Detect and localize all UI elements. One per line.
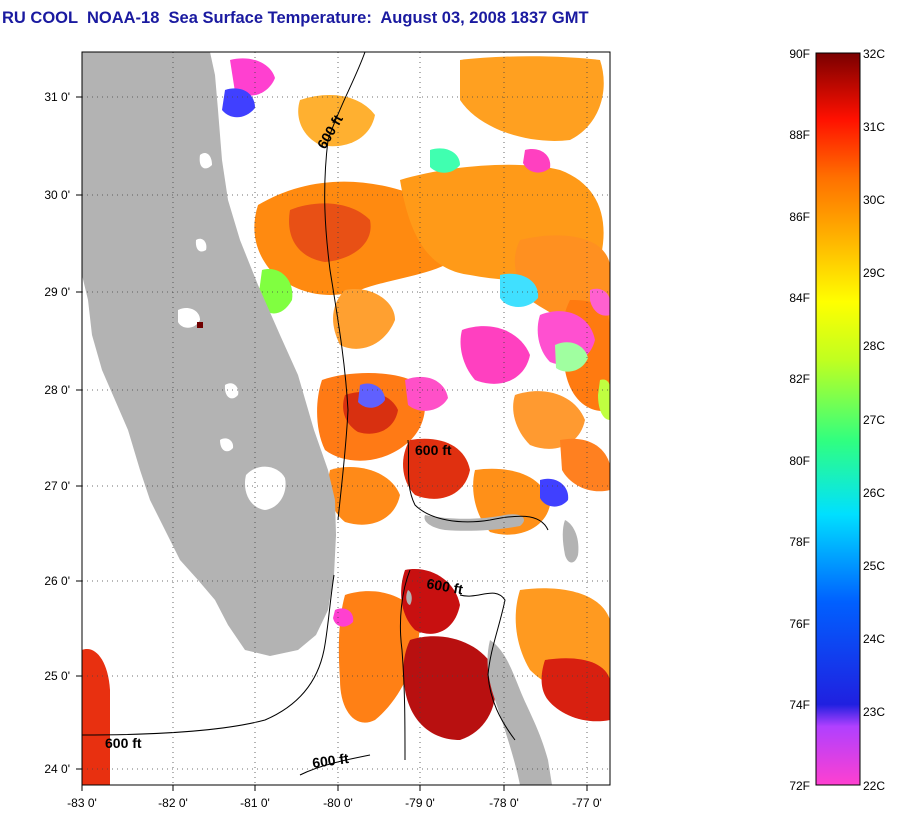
sst-patch — [523, 149, 551, 173]
lat-tick-label: 30 0' — [44, 188, 70, 202]
contour-label: 600 ft — [311, 750, 350, 771]
map-frame — [81, 51, 611, 786]
sst-patch — [338, 591, 420, 723]
contour-label: 600 ft — [415, 442, 452, 458]
lake — [195, 238, 207, 252]
colorbar-c-label: 31C — [863, 120, 885, 134]
colorbar-f-labels: 90F 88F 86F 84F 82F 80F 78F 76F 74F 72F — [789, 47, 810, 793]
lat-tick-label: 29 0' — [44, 285, 70, 299]
sst-patch — [401, 569, 460, 634]
sst-patch — [560, 438, 610, 492]
lat-tick-label: 26 0' — [44, 574, 70, 588]
sst-patch — [500, 273, 539, 307]
lon-tick-label: -79 0' — [405, 796, 435, 810]
sst-patch — [555, 342, 588, 372]
lon-tick-label: -82 0' — [158, 796, 188, 810]
andros-island — [487, 640, 552, 785]
lake — [220, 438, 234, 452]
sst-patch — [430, 148, 460, 173]
sst-patch — [230, 58, 275, 96]
colorbar-c-label: 25C — [863, 559, 885, 573]
sst-patch — [403, 438, 470, 499]
sst-patch — [343, 391, 398, 434]
sst-patch — [289, 203, 371, 262]
sst-patch — [222, 88, 255, 118]
colorbar-c-label: 23C — [863, 705, 885, 719]
sst-patch — [460, 326, 530, 384]
lake — [224, 383, 239, 399]
lat-tick-label: 31 0' — [44, 90, 70, 104]
colorbar-c-label: 27C — [863, 413, 885, 427]
sst-patch — [328, 467, 400, 525]
lake — [199, 153, 212, 169]
colorbar-f-label: 84F — [789, 291, 810, 305]
contour-line — [82, 574, 335, 736]
lat-tick-label: 24 0' — [44, 762, 70, 776]
contour-line — [399, 569, 411, 761]
sst-patch — [298, 95, 375, 147]
colorbar-f-label: 90F — [789, 47, 810, 61]
colorbar-c-label: 24C — [863, 632, 885, 646]
colorbar-f-label: 76F — [789, 617, 810, 631]
sst-patch — [258, 269, 293, 314]
colorbar-c-labels: 32C 31C 30C 29C 28C 27C 26C 25C 24C 23C … — [863, 47, 885, 793]
colorbar-f-label: 80F — [789, 454, 810, 468]
colorbar-f-label: 72F — [789, 779, 810, 793]
lat-tick-label: 25 0' — [44, 669, 70, 683]
colorbar-f-label: 78F — [789, 535, 810, 549]
tick-marks — [76, 96, 588, 791]
abaco-island — [562, 520, 579, 563]
graticule — [82, 52, 610, 785]
sst-patch — [403, 636, 497, 740]
colorbar-c-label: 22C — [863, 779, 885, 793]
colorbar-c-label: 28C — [863, 339, 885, 353]
colorbar-f-label: 88F — [789, 128, 810, 142]
contour-label: 600 ft — [105, 735, 142, 751]
latitude-labels: 31 0' 30 0' 29 0' 28 0' 27 0' 26 0' 25 0… — [44, 90, 70, 776]
colorbar-c-label: 32C — [863, 47, 885, 61]
colorbar — [815, 52, 861, 786]
colorbar-f-label: 86F — [789, 210, 810, 224]
lake — [178, 308, 200, 328]
sst-patch — [358, 383, 385, 408]
map-title: RU COOL NOAA-18 Sea Surface Temperature:… — [2, 9, 589, 27]
sst-patch — [513, 391, 585, 449]
colorbar-f-label: 82F — [789, 372, 810, 386]
lon-tick-label: -77 0' — [572, 796, 602, 810]
lat-tick-label: 28 0' — [44, 383, 70, 397]
bathymetry-contours — [82, 52, 549, 776]
contour-line — [324, 52, 366, 521]
land-layer — [82, 52, 579, 785]
lon-tick-label: -80 0' — [323, 796, 353, 810]
bimini — [406, 590, 412, 605]
lon-tick-label: -83 0' — [67, 796, 97, 810]
sst-patch — [541, 658, 610, 722]
sst-patch — [405, 376, 448, 411]
colorbar-c-label: 26C — [863, 486, 885, 500]
longitude-labels: -83 0' -82 0' -81 0' -80 0' -79 0' -78 0… — [67, 796, 602, 810]
contour-line — [459, 592, 516, 741]
sst-patch — [460, 56, 604, 141]
colorbar-f-label: 74F — [789, 698, 810, 712]
sst-patch — [82, 649, 110, 785]
lon-tick-label: -78 0' — [489, 796, 519, 810]
contour-label: 600 ft — [425, 575, 464, 597]
contour-line — [407, 439, 549, 531]
contour-line — [299, 754, 371, 776]
hot-pixel — [197, 322, 203, 328]
lon-tick-label: -81 0' — [240, 796, 270, 810]
lat-tick-label: 27 0' — [44, 479, 70, 493]
sst-patch — [333, 289, 395, 349]
sst-cool-patches — [222, 58, 610, 627]
colorbar-c-label: 30C — [863, 193, 885, 207]
sst-patch — [590, 288, 610, 316]
colorbar-c-label: 29C — [863, 266, 885, 280]
